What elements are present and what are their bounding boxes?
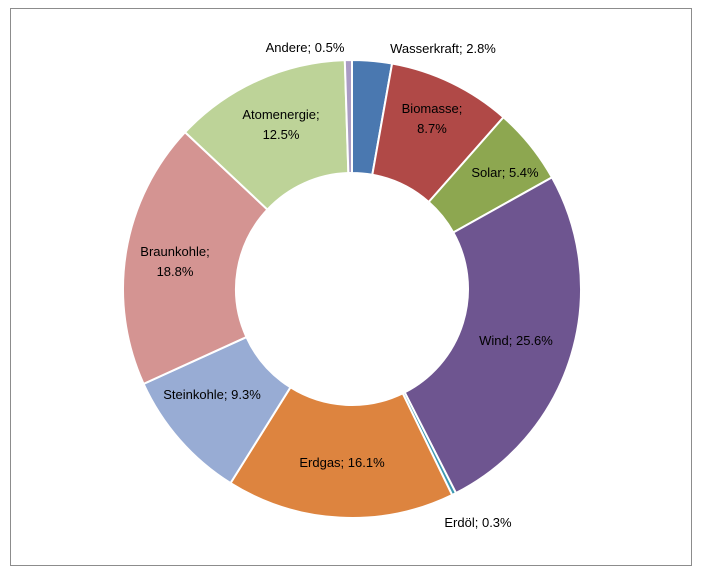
label-steinkohle: Steinkohle; 9.3% bbox=[163, 387, 261, 402]
label-erd-l: Erdöl; 0.3% bbox=[444, 515, 512, 530]
label-braunkohle: Braunkohle; 18.8% bbox=[140, 244, 209, 279]
label-atomenergie: Atomenergie; 12.5% bbox=[242, 107, 319, 142]
slice-wind bbox=[403, 176, 582, 495]
label-erdgas: Erdgas; 16.1% bbox=[299, 455, 385, 470]
slices-group bbox=[122, 58, 582, 519]
slice-andere bbox=[343, 58, 353, 175]
slice-erdgas bbox=[229, 385, 454, 519]
slice-braunkohle bbox=[122, 130, 269, 386]
label-solar: Solar; 5.4% bbox=[471, 165, 539, 180]
label-wasserkraft: Wasserkraft; 2.8% bbox=[390, 41, 496, 56]
label-wind: Wind; 25.6% bbox=[479, 333, 553, 348]
labels-group: Wasserkraft; 2.8% Biomasse; 8.7% Solar; 5.4… bbox=[140, 40, 553, 530]
label-biomasse: Biomasse; 8.7% bbox=[402, 101, 463, 136]
label-andere: Andere; 0.5% bbox=[266, 40, 345, 55]
